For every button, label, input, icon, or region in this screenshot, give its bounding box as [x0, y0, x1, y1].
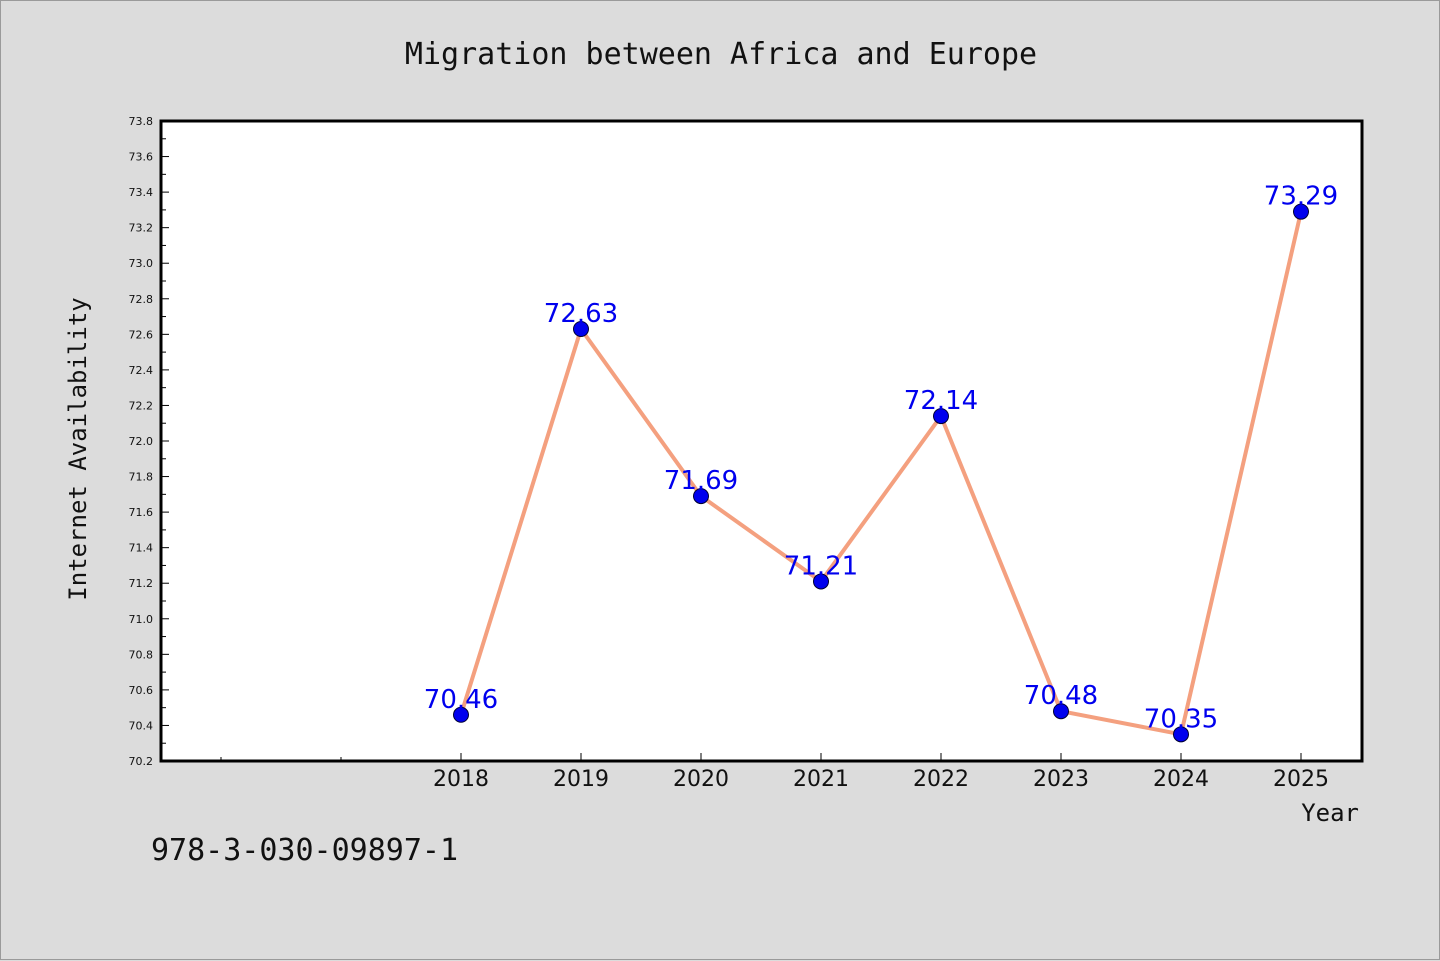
x-tick-label: 2022 [913, 767, 969, 792]
data-label: 72.14 [904, 386, 978, 416]
x-tick-label: 2019 [553, 767, 609, 792]
y-tick-label: 71.4 [129, 542, 154, 555]
y-tick-label: 72.4 [129, 364, 154, 377]
y-tick-label: 72.0 [129, 435, 154, 448]
data-point [933, 408, 949, 425]
y-tick-label: 71.8 [129, 471, 154, 484]
data-point [453, 706, 469, 723]
x-axis-label: Year [1301, 799, 1359, 827]
y-tick-label: 72.6 [129, 328, 154, 341]
data-label: 73.29 [1264, 182, 1338, 212]
chart-title: Migration between Africa and Europe [405, 37, 1037, 72]
plot-frame [159, 119, 1364, 763]
footer-isbn: 978-3-030-09897-1 [151, 833, 459, 868]
y-tick-label: 73.4 [129, 186, 154, 199]
y-tick-label: 70.2 [129, 755, 154, 768]
data-label: 71.21 [784, 551, 858, 581]
data-point [573, 321, 589, 337]
data-label: 71.69 [664, 466, 738, 496]
y-tick-label: 73.0 [129, 257, 154, 270]
y-tick-label: 72.2 [129, 399, 154, 412]
y-tick-label: 70.6 [129, 684, 154, 697]
data-label: 70.46 [424, 685, 498, 715]
x-tick-label: 2025 [1273, 767, 1329, 792]
x-tick-label: 2024 [1153, 767, 1209, 792]
y-tick-label: 70.4 [129, 719, 154, 732]
y-tick-label: 71.2 [129, 577, 154, 590]
data-point [1053, 703, 1069, 720]
x-tick-label: 2021 [793, 767, 849, 792]
y-tick-label: 71.6 [129, 506, 154, 519]
y-tick-label: 71.0 [129, 613, 154, 626]
y-tick-label: 70.8 [129, 648, 154, 661]
series-line [459, 211, 1303, 737]
y-tick-label: 73.2 [129, 222, 154, 235]
plot-area [161, 121, 1362, 761]
y-axis-label: Internet Availability [64, 297, 92, 600]
data-point [1293, 203, 1309, 220]
data-label: 70.35 [1144, 704, 1218, 734]
y-tick-label: 72.8 [129, 293, 154, 306]
data-point [813, 573, 829, 590]
y-tick-label: 73.6 [129, 151, 154, 164]
x-tick-label: 2023 [1033, 767, 1089, 792]
x-tick-label: 2020 [673, 767, 729, 792]
data-label: 72.63 [544, 299, 618, 329]
y-tick-label: 73.8 [129, 115, 154, 128]
data-point [693, 488, 709, 505]
x-tick-label: 2018 [433, 767, 489, 792]
data-point [1173, 726, 1189, 743]
data-label: 70.48 [1024, 681, 1098, 711]
